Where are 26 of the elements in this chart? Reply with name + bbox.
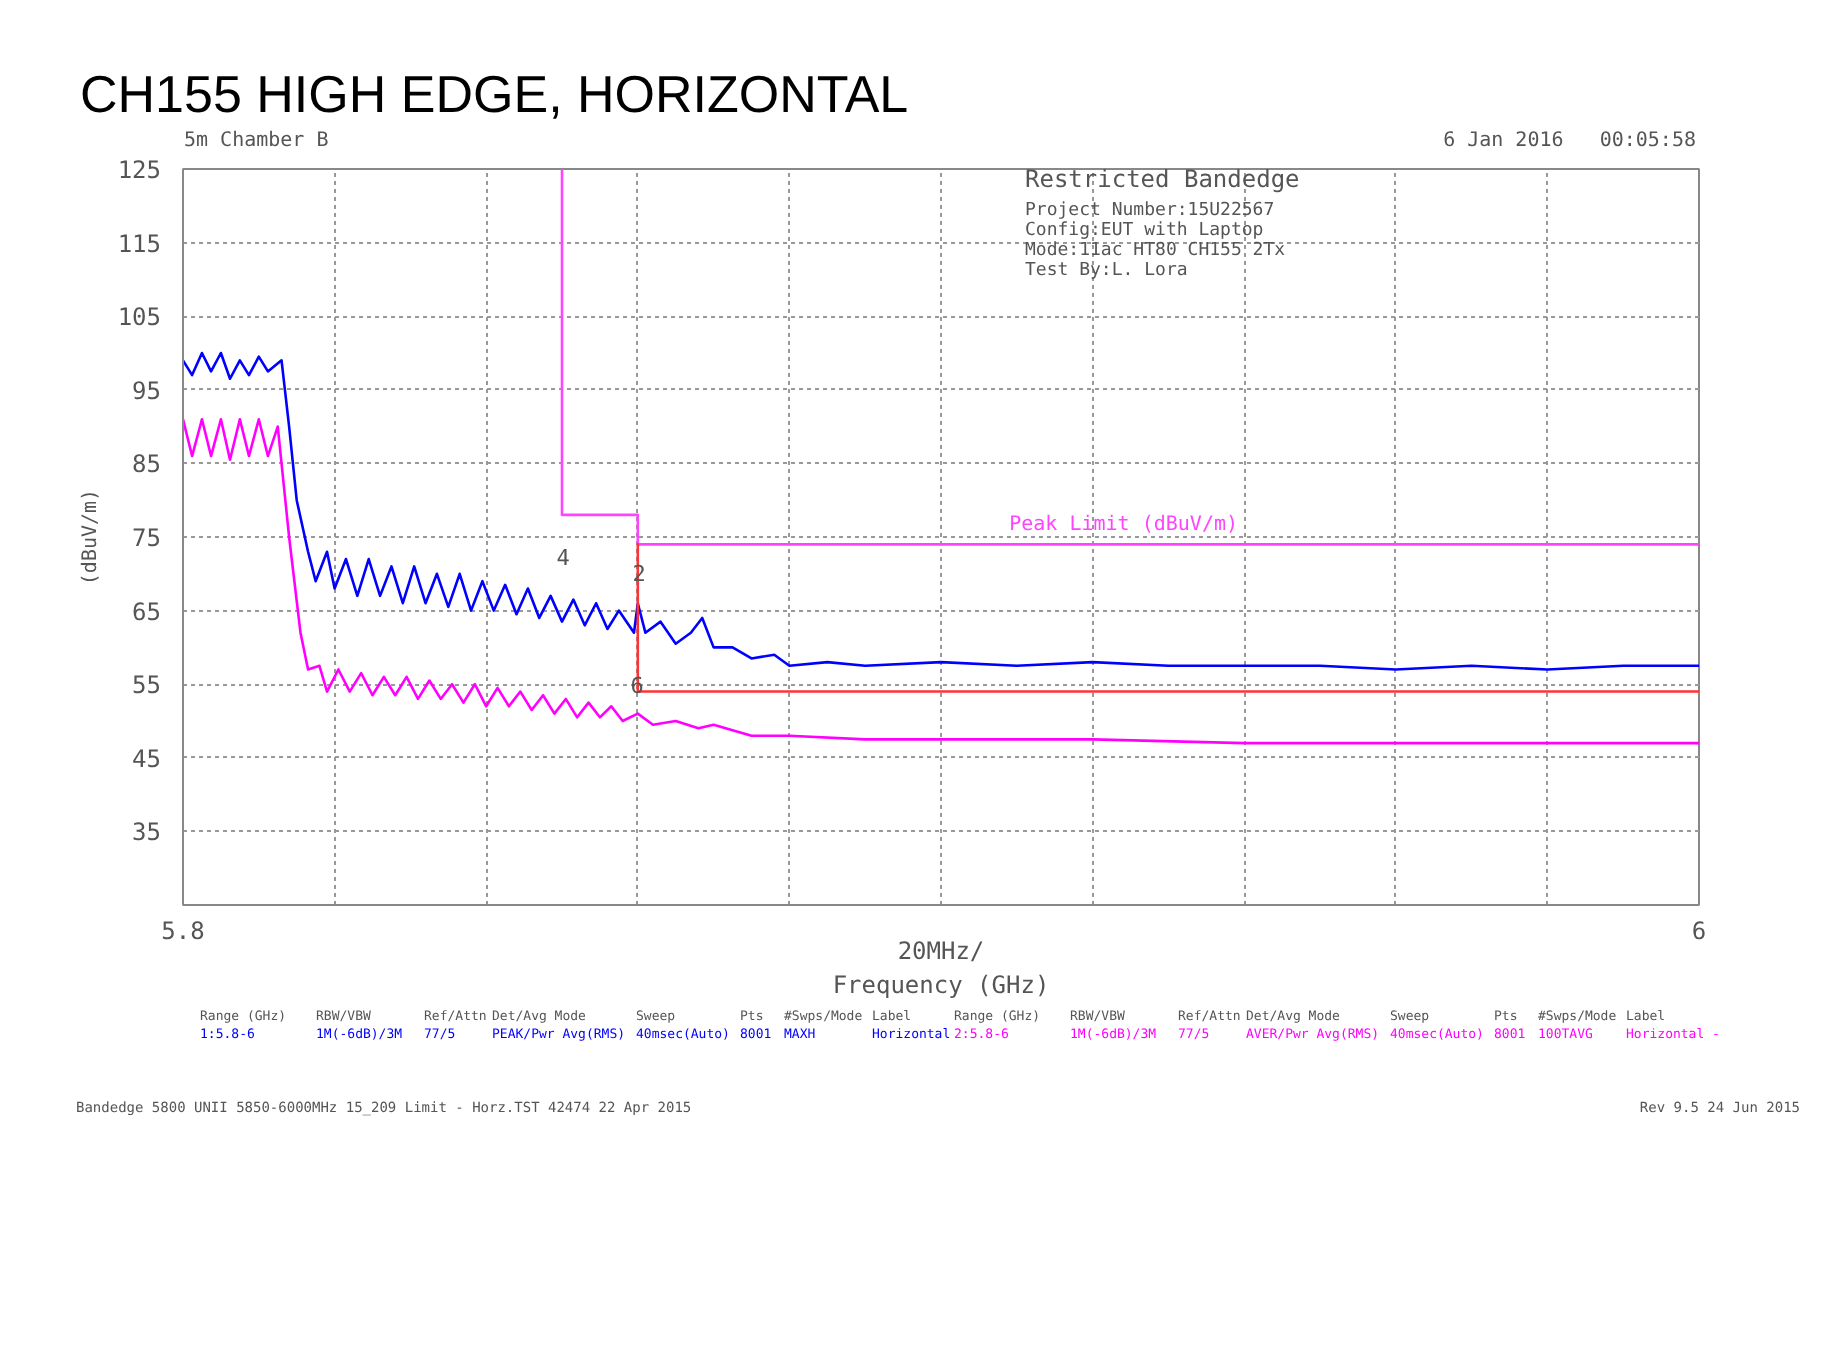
y-tick-label: 55 — [132, 671, 162, 700]
line-series — [183, 351, 1699, 671]
annotation: Project Number:15U22567 — [1025, 201, 1275, 221]
y-tick-label: 85 — [132, 450, 162, 479]
y-tick-label: 125 — [117, 156, 162, 184]
annotation: Config:EUT with Laptop — [1025, 221, 1264, 241]
y-tick-label: 115 — [117, 229, 162, 258]
text: 6 Jan 2016 00:05:58 — [1443, 130, 1696, 152]
line-series — [183, 417, 1699, 745]
y-tick-label: 45 — [132, 744, 162, 773]
y-tick-label: 35 — [132, 818, 162, 847]
text: 20MHz/ — [897, 937, 985, 965]
annotation: 4 — [556, 545, 571, 571]
y-axis-title: (dBuV/m) — [79, 488, 102, 586]
y-tick-label: 75 — [132, 524, 162, 552]
x-tick-label: 5.8 — [161, 917, 205, 945]
y-tick-label: 65 — [132, 597, 162, 626]
text: 5m Chamber B — [184, 130, 329, 152]
annotation: Mode:11ac HT80 CH155 2Tx — [1025, 241, 1287, 261]
series-label: Peak Limit (dBuV/m) — [1009, 513, 1238, 536]
chart-title: CH155 HIGH EDGE, HORIZONTAL — [80, 64, 909, 124]
x-axis-title: Frequency (GHz) — [832, 971, 1050, 999]
annotation: Test By:L. Lora — [1025, 261, 1188, 281]
annotation: Restricted Bandedge — [1025, 165, 1300, 193]
y-tick-label: 95 — [132, 376, 162, 405]
y-tick-label: 105 — [117, 303, 162, 332]
